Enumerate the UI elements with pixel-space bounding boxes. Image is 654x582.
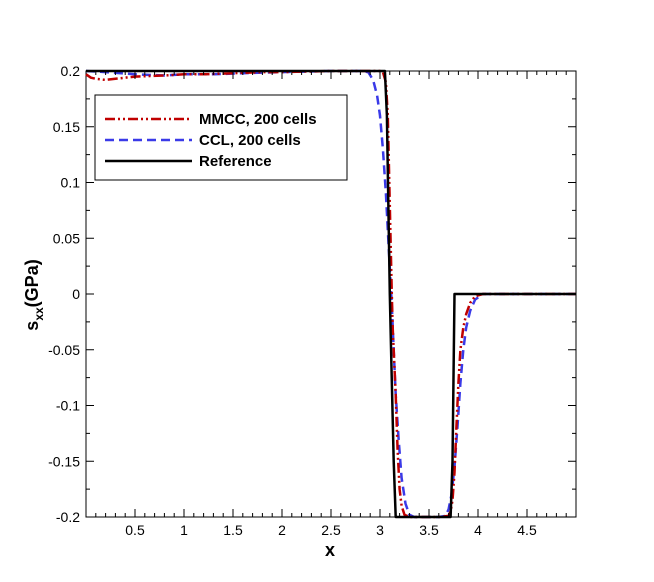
x-tick-label: 1.5 bbox=[223, 522, 243, 538]
y-axis: 0.2 0.15 0.1 0.05 0 -0.05 -0.1 -0.15 -0.2 bbox=[48, 63, 576, 525]
x-tick-label: 2.5 bbox=[321, 522, 341, 538]
x-axis-title: x bbox=[325, 540, 335, 560]
x-tick-label: 3.5 bbox=[419, 522, 439, 538]
y-tick-label: 0.2 bbox=[61, 63, 81, 79]
y-axis-title-tail: (GPa) bbox=[22, 259, 42, 307]
x-tick-label: 4 bbox=[474, 522, 482, 538]
y-tick-label: -0.15 bbox=[48, 453, 80, 469]
legend-label: Reference bbox=[199, 153, 272, 170]
y-tick-label: -0.1 bbox=[56, 398, 80, 414]
y-axis-title-main: s bbox=[22, 321, 42, 331]
x-tick-label: 0.5 bbox=[125, 522, 145, 538]
legend: MMCC, 200 cells CCL, 200 cells Reference bbox=[94, 94, 348, 181]
y-axis-title: sxx(GPa) bbox=[22, 259, 46, 330]
y-tick-label: -0.2 bbox=[56, 509, 80, 525]
legend-label: CCL, 200 cells bbox=[199, 132, 301, 149]
y-tick-label: 0.05 bbox=[53, 230, 80, 246]
x-tick-label: 4.5 bbox=[517, 522, 537, 538]
y-tick-label: 0.1 bbox=[61, 175, 81, 191]
y-tick-label: -0.05 bbox=[48, 342, 80, 358]
x-tick-label: 1 bbox=[180, 522, 188, 538]
series-line-reference bbox=[86, 69, 576, 519]
legend-box bbox=[94, 94, 348, 181]
y-tick-label: 0 bbox=[72, 286, 80, 302]
y-tick-label: 0.15 bbox=[53, 119, 80, 135]
y-axis-title-subscript: xx bbox=[32, 307, 46, 321]
x-tick-label: 3 bbox=[376, 522, 384, 538]
series-layer bbox=[85, 69, 576, 519]
x-axis: 0.5 1 1.5 2 2.5 3 3.5 4 4.5 bbox=[95, 71, 567, 538]
legend-label: MMCC, 200 cells bbox=[199, 111, 317, 128]
x-tick-label: 2 bbox=[278, 522, 286, 538]
series-line-mmcc-200-cells bbox=[85, 69, 576, 519]
